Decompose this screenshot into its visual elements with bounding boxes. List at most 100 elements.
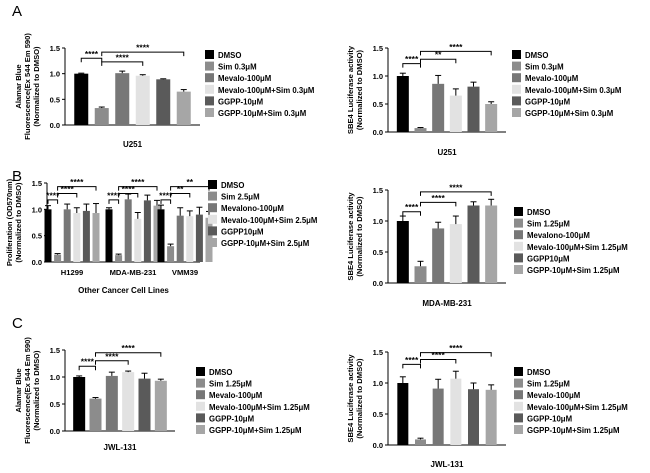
b-left-bar [134, 218, 142, 262]
panel-label-c: C [12, 315, 23, 332]
c-left-sig-label: **** [81, 357, 95, 367]
b-left-bar [157, 209, 165, 262]
b-left-bar [105, 209, 113, 262]
a-right-bar [414, 128, 427, 132]
a-left-sig-bracket [80, 57, 103, 63]
b-left-legend-label: GGPP10μM [221, 227, 263, 236]
c-right-legend-swatch [514, 401, 523, 411]
c-left-ylabel-line: Fluorescence(Ex 544 Em 590) [23, 337, 32, 444]
a-left-legend-label: GGPP-10μM [218, 97, 263, 106]
a-left-legend-label: Sim 0.3μM [218, 63, 257, 72]
a-right-bar [449, 95, 462, 132]
b-right-y-tick-label: 1.5 [373, 186, 383, 195]
b-left-ylabel-line: Proliferation (OD570nm) [5, 178, 14, 266]
a-left-sig-label: **** [136, 43, 150, 53]
b-left-sig-bracket [108, 199, 120, 204]
a-left-ylabel-line: Fluorescence(Ex 544 Em 590) [23, 33, 32, 140]
b-left-sig-label: **** [131, 177, 145, 187]
b-left-legend-swatch [208, 226, 217, 236]
a-left-legend-label: GGPP-10μM+Sim 0.3μM [218, 109, 306, 118]
a-right-y-tick-label: 0.0 [373, 128, 383, 137]
c-right-legend-swatch [514, 413, 523, 423]
b-left-sig-label: **** [159, 190, 173, 200]
a-left-legend-swatch [205, 61, 214, 71]
b-left-legend-label: Mevalo-100μM+Sim 2.5μM [221, 216, 317, 225]
c-left-legend-label: Mevalo-100μM [209, 391, 262, 400]
b-left-legend-label: Mevalono-100μM [221, 204, 284, 213]
c-right-sig-label: **** [405, 355, 419, 365]
b-left-sig-label: **** [70, 177, 84, 187]
a-left-legend-swatch [205, 50, 214, 59]
b-right-legend-swatch [514, 230, 523, 240]
b-left-y-tick-label: 1.0 [32, 205, 42, 214]
c-right-xlabel: JWL-131 [431, 460, 464, 469]
a-left-bar [135, 75, 150, 125]
b-left-group-label: VMM39 [172, 268, 198, 277]
a-right-legend-swatch [512, 96, 521, 106]
a-right-legend-label: GGPP-10μM [525, 97, 570, 106]
b-left-bar [63, 209, 71, 262]
b-right-legend-swatch [514, 265, 523, 274]
b-left-sig-label: **** [107, 190, 121, 200]
c-left-legend-label: Mevalo-100μM+Sim 1.25μM [209, 403, 310, 412]
b-left-sig-label: ** [186, 177, 193, 187]
a-left-legend-label: Mevalo-100μM [218, 74, 271, 83]
c-right-bar [485, 389, 497, 445]
a-right-legend-label: Mevalo-100μM [525, 74, 578, 83]
a-right-y-tick-label: 1.0 [373, 72, 383, 81]
c-right-legend-label: Mevalo-100μM [527, 391, 580, 400]
c-left-y-tick-label: 0.5 [50, 400, 60, 409]
b-left-y-tick-label: 1.5 [32, 179, 42, 188]
b-left-legend-swatch [208, 203, 217, 213]
b-left-group-label: H1299 [61, 268, 83, 277]
a-right-legend-label: GGPP-10μM+Sim 0.3μM [525, 109, 613, 118]
b-left-legend-label: DMSO [221, 181, 244, 190]
b-left-sig-bracket [170, 193, 191, 198]
a-right-bar [396, 76, 409, 132]
b-left-bar [82, 210, 90, 262]
a-right-bar [485, 104, 498, 132]
b-right-legend-label: Sim 1.25μM [527, 220, 570, 229]
c-left-y-tick-label: 1.0 [50, 373, 60, 382]
b-left-sig-bracket [118, 186, 158, 191]
c-right-y-tick-label: 1.0 [373, 379, 383, 388]
a-left-sig-label: **** [85, 49, 99, 59]
c-left-bar [105, 375, 118, 431]
b-left-ylabel-line: (Normalized to DMSO) [14, 182, 23, 263]
b-left-xlabel: Other Cancer Cell Lines [78, 286, 169, 295]
c-right-bar [468, 389, 479, 445]
c-left-ylabel-line: (Normalized to DMSO) [32, 350, 41, 431]
c-right-bar [397, 383, 409, 445]
a-right-legend-label: DMSO [525, 51, 548, 60]
c-right-bar [450, 378, 462, 445]
c-left-xlabel: JWL-131 [104, 443, 137, 452]
b-left-sig-label: **** [122, 184, 136, 194]
c-right-bar [432, 388, 444, 445]
b-left-y-tick-label: 0.5 [32, 232, 42, 241]
c-left-sig-label: **** [122, 343, 136, 353]
b-right-y-tick-label: 1.0 [373, 217, 383, 226]
a-right-ylabel-line: SBE4 Luciferase activity [346, 45, 355, 134]
a-left-legend-swatch [205, 73, 214, 83]
a-right-legend-swatch [512, 73, 521, 83]
c-right-y-tick-label: 0.5 [373, 410, 383, 419]
c-right-ylabel-line: SBE4 Luciferase activity [346, 354, 355, 443]
c-right-legend-swatch [514, 390, 523, 400]
a-left-y-tick-label: 0.5 [50, 95, 60, 104]
c-left-legend-label: GGPP-10μM+Sim 1.25μM [209, 426, 302, 435]
a-left-sig-bracket [101, 51, 185, 57]
b-right-legend-swatch [514, 207, 523, 216]
c-right-legend-label: Sim 1.25μM [527, 380, 570, 389]
b-right-legend-label: Mevalono-100μM [527, 231, 590, 240]
b-left-sig-label: **** [46, 190, 60, 200]
a-right-legend-label: Sim 0.3μM [525, 63, 564, 72]
b-left-bar [73, 213, 81, 262]
b-left-legend-label: GGPP-10μM+Sim 2.5μM [221, 239, 309, 248]
b-left-bar [186, 216, 194, 262]
c-left-sig-label: **** [105, 351, 119, 361]
c-left-bar [154, 380, 167, 431]
c-right-sig-label: **** [449, 343, 463, 353]
a-right-y-tick-label: 1.5 [373, 44, 383, 53]
b-left-sig-bracket [57, 193, 78, 198]
b-left-y-tick-label: 0.0 [32, 258, 42, 267]
